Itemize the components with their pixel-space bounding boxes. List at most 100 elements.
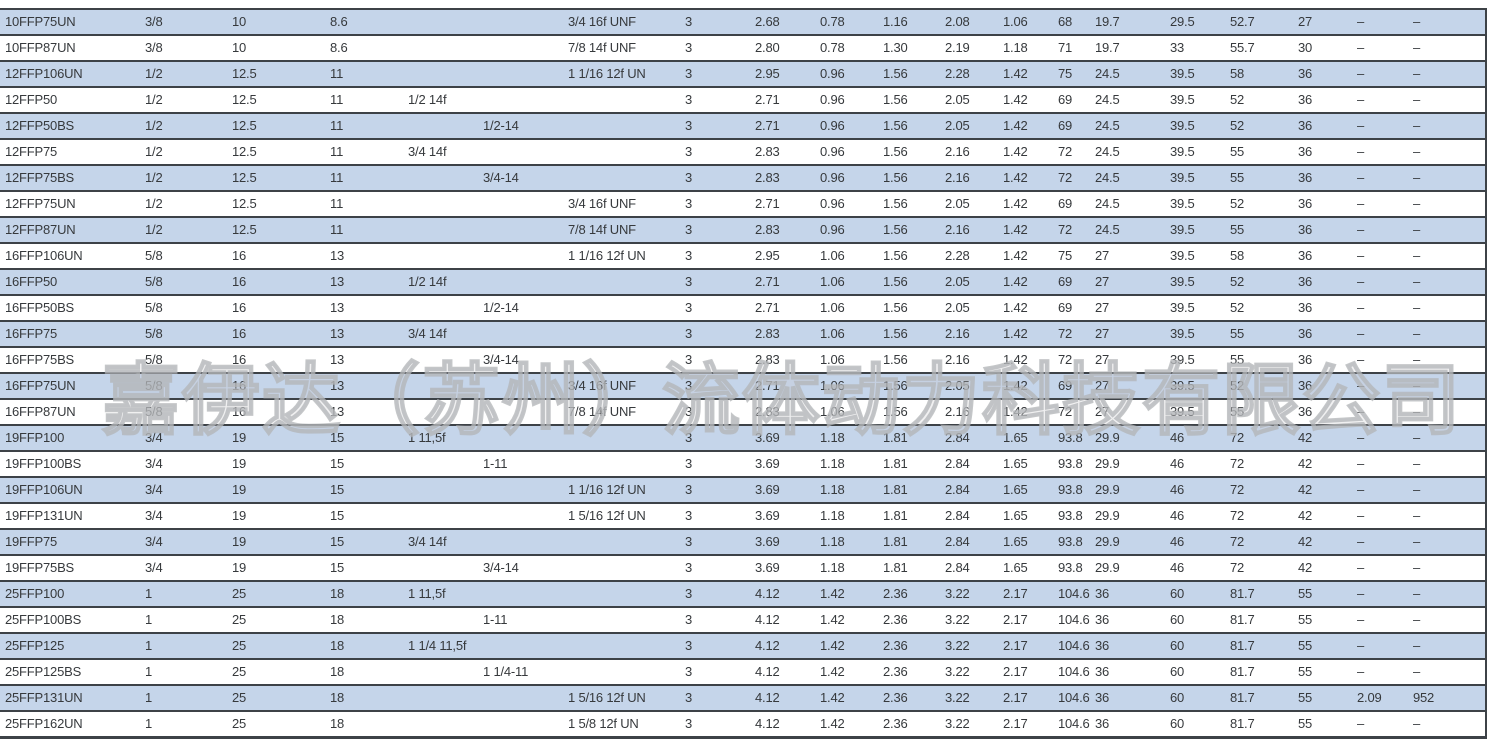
table-cell: 5/8 [140, 321, 227, 348]
table-cell: 3 [680, 347, 750, 374]
table-cell: – [1352, 633, 1408, 660]
table-cell: 2.36 [878, 711, 940, 739]
table-cell: 1 11,5f [403, 425, 478, 452]
part-number-cell: 12FFP75UN [0, 191, 140, 218]
table-cell: 24.5 [1090, 191, 1165, 218]
part-number-cell: 25FFP131UN [0, 685, 140, 712]
table-cell: 1 11,5f [403, 581, 478, 608]
table-cell: 1.56 [878, 87, 940, 114]
table-cell: 0.96 [815, 113, 878, 140]
table-cell: 2.16 [940, 139, 998, 166]
table-cell [403, 711, 478, 739]
table-row: 12FFP75BS 1/2 12.5 11 3/4-14 3 2.83 0.96 1.56 2.1… [0, 165, 1486, 192]
table-cell: 1.18 [998, 35, 1053, 62]
table-cell: 5/8 [140, 295, 227, 322]
table-cell: 3.69 [750, 451, 815, 478]
table-cell: 1.56 [878, 191, 940, 218]
table-cell: – [1408, 87, 1486, 114]
table-cell: 42 [1293, 555, 1352, 582]
table-cell: 39.5 [1165, 165, 1225, 192]
table-cell: 81.7 [1225, 633, 1293, 660]
table-cell: 3.69 [750, 529, 815, 556]
table-cell: 19 [227, 503, 325, 530]
table-cell: 2.36 [878, 633, 940, 660]
table-cell: – [1352, 321, 1408, 348]
table-cell: 72 [1053, 139, 1090, 166]
table-cell: – [1408, 633, 1486, 660]
table-cell: 19.7 [1090, 35, 1165, 62]
part-number-cell: 25FFP125BS [0, 659, 140, 686]
table-cell [478, 685, 563, 712]
table-cell: 68 [1053, 9, 1090, 36]
table-cell: 55 [1225, 321, 1293, 348]
table-cell [403, 399, 478, 426]
table-row: 25FFP100 1 25 18 1 11,5f 3 4.12 1.42 2.36 3.22 2.1… [0, 581, 1486, 608]
table-cell: 19 [227, 477, 325, 504]
table-row: 12FFP106UN 1/2 12.5 11 1 1/16 12f UN 3 2.95 0.9… [0, 61, 1486, 88]
table-cell [478, 477, 563, 504]
table-cell: 69 [1053, 87, 1090, 114]
table-cell: 36 [1293, 87, 1352, 114]
table-cell: 24.5 [1090, 217, 1165, 244]
table-cell: 52.7 [1225, 9, 1293, 36]
table-cell: 3/4 [140, 503, 227, 530]
table-cell: 27 [1090, 347, 1165, 374]
part-number-cell: 19FFP100 [0, 425, 140, 452]
table-cell [403, 243, 478, 270]
table-cell [403, 165, 478, 192]
table-cell: 11 [325, 191, 403, 218]
table-cell: 93.8 [1053, 555, 1090, 582]
table-cell: 60 [1165, 581, 1225, 608]
table-cell: 2.71 [750, 295, 815, 322]
table-cell: 2.36 [878, 685, 940, 712]
table-cell: 13 [325, 269, 403, 296]
table-row: 16FFP50BS 5/8 16 13 1/2-14 3 2.71 1.06 1.56 2.05 1… [0, 295, 1486, 322]
table-cell: 12.5 [227, 165, 325, 192]
table-cell: 1/2 [140, 87, 227, 114]
table-cell: 1.42 [998, 269, 1053, 296]
table-cell: 2.83 [750, 139, 815, 166]
table-cell: 2.83 [750, 399, 815, 426]
table-cell: 1/2-14 [478, 295, 563, 322]
part-number-cell: 16FFP87UN [0, 399, 140, 426]
table-cell: 2.28 [940, 243, 998, 270]
part-number-cell: 12FFP106UN [0, 61, 140, 88]
table-cell: 16 [227, 399, 325, 426]
table-cell: – [1352, 295, 1408, 322]
table-cell: 1.42 [998, 295, 1053, 322]
table-cell: 1.42 [998, 321, 1053, 348]
part-number-cell: 19FFP131UN [0, 503, 140, 530]
table-cell: 7/8 14f UNF [563, 217, 680, 244]
table-cell [563, 581, 680, 608]
table-cell: – [1352, 61, 1408, 88]
table-cell: 3/4 [140, 425, 227, 452]
table-cell: 1.42 [815, 581, 878, 608]
table-cell: 1.42 [998, 139, 1053, 166]
table-cell: – [1352, 191, 1408, 218]
table-cell: – [1352, 451, 1408, 478]
table-cell: 16 [227, 321, 325, 348]
table-cell: 3 [680, 113, 750, 140]
table-cell: 55 [1225, 139, 1293, 166]
table-cell: 3/4 [140, 451, 227, 478]
table-cell: 0.96 [815, 165, 878, 192]
table-cell: 52 [1225, 87, 1293, 114]
table-cell: 39.5 [1165, 61, 1225, 88]
table-cell [563, 113, 680, 140]
table-cell: 7/8 14f UNF [563, 35, 680, 62]
table-cell: 2.71 [750, 373, 815, 400]
table-cell: – [1408, 9, 1486, 36]
table-cell: 1 5/8 12f UN [563, 711, 680, 739]
table-cell: 39.5 [1165, 373, 1225, 400]
table-cell: 0.96 [815, 217, 878, 244]
table-cell: 19 [227, 555, 325, 582]
table-cell: 3 [680, 581, 750, 608]
table-cell [403, 685, 478, 712]
table-cell: 11 [325, 113, 403, 140]
table-cell: – [1352, 87, 1408, 114]
table-cell: 1.56 [878, 295, 940, 322]
table-cell: – [1408, 399, 1486, 426]
table-cell: – [1408, 659, 1486, 686]
table-cell: 1.42 [815, 685, 878, 712]
table-cell: 3 [680, 503, 750, 530]
